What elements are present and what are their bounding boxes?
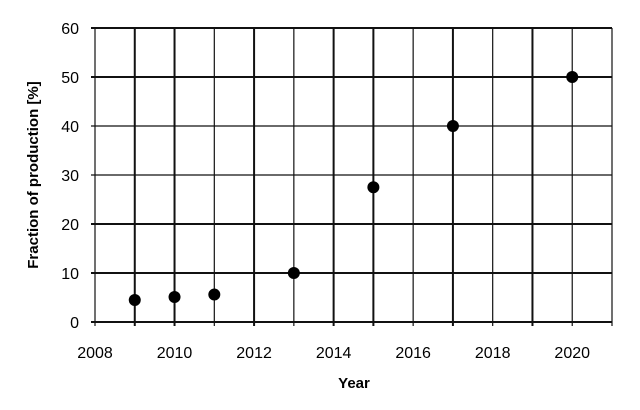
y-tick-label: 20 [61, 217, 79, 234]
y-tick-label: 30 [61, 168, 79, 185]
x-tick-label: 2008 [77, 345, 113, 362]
x-tick-label: 2018 [475, 345, 511, 362]
y-tick-label: 50 [61, 70, 79, 87]
y-tick-label: 60 [61, 21, 79, 38]
x-axis-label: Year [338, 375, 370, 392]
x-tick-label: 2014 [316, 345, 352, 362]
x-tick-label: 2016 [395, 345, 431, 362]
y-axis-label: Fraction of production [%] [25, 81, 42, 268]
data-point [287, 267, 300, 279]
data-points [128, 71, 579, 306]
tick-labels: 0 10 20 30 40 50 60 2008 2010 2012 2014 2016 2018 202… [61, 21, 590, 362]
x-tick-label: 2020 [554, 345, 590, 362]
data-point [367, 181, 380, 194]
x-tick-label: 2012 [236, 345, 272, 362]
data-point [446, 120, 459, 132]
data-point [168, 291, 181, 304]
y-tick-label: 40 [61, 119, 79, 136]
y-tick-label: 0 [70, 315, 79, 332]
x-tick-label: 2010 [157, 345, 193, 362]
y-tick-label: 10 [61, 266, 79, 283]
data-point [128, 293, 141, 306]
data-point [208, 288, 221, 301]
grid [91, 27, 613, 326]
data-point [566, 71, 579, 83]
